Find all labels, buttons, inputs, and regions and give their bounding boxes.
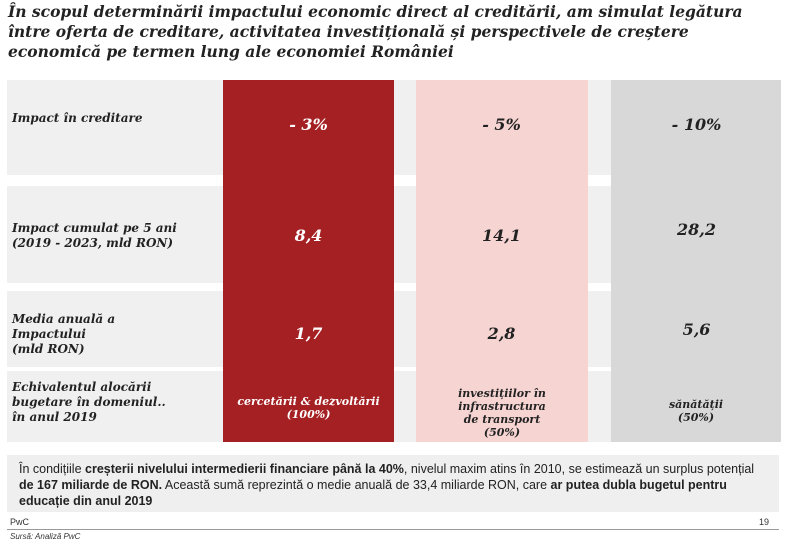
row-label-cumulat-line2: (2019 - 2023, mld RON)	[12, 236, 174, 250]
value-impact-col1: - 3%	[289, 115, 328, 134]
value-cumulat-col1: 8,4	[294, 226, 323, 245]
domain-col2-line1: investițiilor în	[458, 387, 546, 400]
row-label-echivalent: Echivalentul alocării bugetare în domeni…	[12, 380, 166, 425]
note-text-2: , nivelul maxim atins în 2010, se estime…	[403, 462, 755, 476]
domain-col2-line3: de transport	[463, 413, 541, 426]
domain-col2-line4: (50%)	[483, 426, 521, 439]
row-label-media-line2: Impactului	[12, 327, 86, 341]
domain-col3: sănătății (50%)	[611, 398, 781, 424]
row-label-echiv-line3: în anul 2019	[12, 410, 97, 424]
value-media-col3: 5,6	[682, 320, 711, 339]
source-label: Sursă: Analiză PwC	[10, 532, 81, 541]
domain-col1-line2: (100%)	[286, 408, 331, 421]
summary-note: În condițiile creșterii nivelului interm…	[19, 461, 769, 509]
value-impact-col2: - 5%	[482, 115, 521, 134]
brand-label: PwC	[10, 517, 30, 527]
row-label-media: Media anuală a Impactului (mld RON)	[12, 312, 115, 357]
row-label-cumulat: Impact cumulat pe 5 ani (2019 - 2023, ml…	[12, 221, 177, 251]
page-number: 19	[759, 517, 770, 527]
scenario-column-5pct	[416, 80, 588, 442]
domain-col1: cercetării & dezvoltării (100%)	[223, 395, 394, 421]
note-bold-3: ar putea dubla bugetul pentru educație d…	[19, 478, 727, 508]
note-text-1: În condițiile	[19, 462, 86, 476]
row-label-impact: Impact în creditare	[12, 111, 143, 125]
value-cumulat-col2: 14,1	[482, 226, 521, 245]
domain-col2: investițiilor în infrastructura de trans…	[416, 387, 588, 439]
footer-divider	[7, 529, 779, 530]
value-cumulat-col3: 28,2	[677, 220, 716, 239]
domain-col2-line2: infrastructura	[458, 400, 546, 413]
row-label-media-line3: (mld RON)	[12, 342, 85, 356]
scenario-column-10pct	[611, 80, 781, 442]
domain-col3-line2: (50%)	[677, 411, 715, 424]
value-impact-col3: - 10%	[671, 115, 722, 134]
summary-note-box: În condițiile creșterii nivelului interm…	[7, 455, 779, 512]
domain-col3-line1: sănătății	[668, 398, 724, 411]
note-bold-1: creșterii nivelului intermedierii financ…	[85, 462, 404, 476]
domain-col1-line1: cercetării & dezvoltării	[237, 395, 380, 408]
row-label-media-line1: Media anuală a	[12, 312, 116, 326]
value-media-col2: 2,8	[487, 324, 516, 343]
scenario-column-3pct	[223, 80, 394, 442]
slide-title: În scopul determinării impactului econom…	[8, 2, 743, 61]
note-text-3: Această sumă reprezintă o medie anuală d…	[162, 478, 551, 492]
row-label-cumulat-line1: Impact cumulat pe 5 ani	[12, 221, 177, 235]
note-bold-2: de 167 miliarde de RON.	[19, 478, 163, 492]
row-label-echiv-line1: Echivalentul alocării	[12, 380, 152, 394]
row-label-echiv-line2: bugetare în domeniul..	[12, 395, 166, 409]
value-media-col1: 1,7	[294, 324, 323, 343]
